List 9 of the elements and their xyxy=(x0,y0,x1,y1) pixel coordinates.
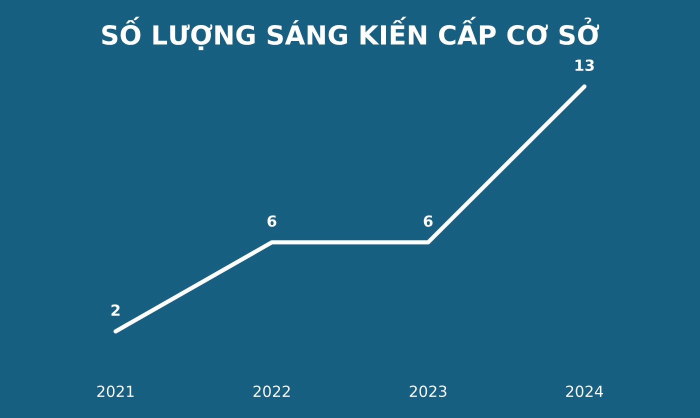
x-tick-label: 2021 xyxy=(97,386,134,398)
x-tick-label: 2022 xyxy=(254,386,290,398)
data-label: 6 xyxy=(267,215,276,227)
x-tick-label: 2024 xyxy=(566,386,603,398)
chart-title: SỐ LƯỢNG SÁNG KIẾN CẤP CƠ SỞ xyxy=(102,16,600,50)
x-tick-label: 2023 xyxy=(410,386,446,398)
data-label: 2 xyxy=(111,304,120,316)
data-label: 6 xyxy=(424,215,433,227)
data-label: 13 xyxy=(576,59,594,72)
